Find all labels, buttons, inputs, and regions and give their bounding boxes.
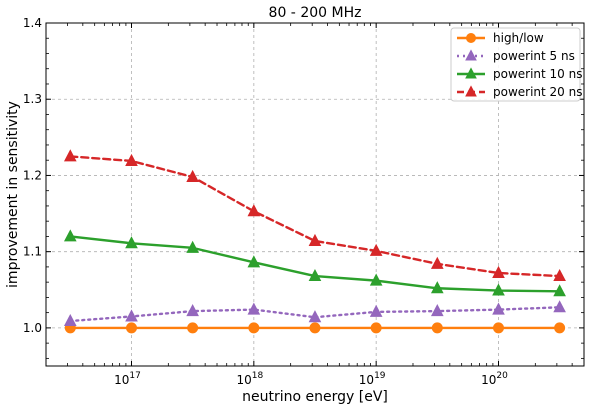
x-tick-base: 10 (236, 373, 251, 387)
data-point (187, 322, 199, 334)
y-tick-label: 1.3 (23, 92, 42, 106)
data-point (126, 322, 138, 334)
data-point (63, 313, 77, 327)
data-point (430, 281, 444, 294)
data-point (186, 240, 199, 253)
data-point (492, 265, 505, 279)
series-1 (63, 300, 566, 327)
chart-title: 80 - 200 MHz (269, 5, 362, 21)
legend-item: powerint 10 ns (457, 67, 583, 81)
data-point (553, 268, 566, 282)
legend: high/low powerint 5 ns powerint 10 ns power… (450, 27, 583, 102)
legend-marker (465, 85, 477, 97)
x-tick-exponent: 19 (374, 371, 386, 381)
data-point (370, 322, 382, 334)
x-tick-exponent: 18 (252, 371, 264, 381)
data-point (247, 255, 261, 268)
data-point (369, 273, 383, 286)
x-tick-label: 1020 (481, 371, 508, 387)
plot-frame (45, 22, 585, 367)
data-point (63, 229, 77, 242)
data-point (125, 236, 138, 249)
legend-item: powerint 20 ns (457, 85, 583, 99)
x-tick-base: 10 (114, 373, 129, 387)
data-point (248, 322, 260, 334)
data-point (247, 302, 261, 315)
y-tick-label: 1.0 (23, 321, 42, 335)
x-tick-base: 10 (481, 373, 496, 387)
y-tick-label: 1.2 (23, 168, 42, 182)
legend-label: powerint 20 ns (493, 85, 583, 99)
series-group (63, 149, 566, 334)
legend-marker (465, 67, 477, 79)
y-axis-title: improvement in sensitivity (5, 101, 21, 288)
data-point (492, 322, 504, 334)
x-tick-label: 1018 (236, 371, 263, 387)
legend-label: high/low (493, 31, 544, 45)
data-point (308, 268, 322, 282)
legend-marker (466, 33, 476, 43)
series-2 (63, 229, 566, 297)
data-point (247, 204, 261, 217)
data-point (430, 304, 444, 317)
series-0 (64, 322, 566, 334)
legend-item: powerint 5 ns (457, 49, 575, 63)
x-tick-label: 1019 (359, 371, 386, 387)
data-point (430, 256, 444, 269)
data-point (63, 149, 77, 162)
data-point (492, 283, 505, 296)
y-tick-label: 1.1 (23, 245, 42, 259)
legend-label: powerint 10 ns (493, 67, 583, 81)
legend-marker (465, 49, 477, 61)
data-point (553, 300, 566, 313)
legend-label: powerint 5 ns (493, 49, 575, 63)
data-point (553, 284, 566, 297)
data-point (125, 153, 138, 166)
data-point (369, 243, 383, 256)
legend-item: high/low (457, 31, 544, 45)
data-point (125, 309, 138, 322)
x-tick-label: 1017 (114, 371, 141, 387)
data-point (186, 169, 199, 182)
x-tick-exponent: 20 (496, 371, 508, 381)
y-tick-label: 1.4 (23, 16, 42, 30)
legend-box (450, 27, 581, 102)
x-tick-exponent: 17 (129, 371, 140, 381)
data-point (492, 302, 505, 315)
data-point (431, 322, 443, 334)
x-tick-base: 10 (359, 373, 374, 387)
data-point (369, 304, 383, 317)
data-point (186, 304, 199, 317)
series-3 (63, 149, 566, 282)
data-point (308, 233, 322, 246)
x-axis-title: neutrino energy [eV] (242, 389, 388, 405)
data-point (309, 322, 321, 334)
series-line (69, 155, 561, 278)
data-point (308, 310, 322, 323)
data-point (554, 322, 566, 334)
